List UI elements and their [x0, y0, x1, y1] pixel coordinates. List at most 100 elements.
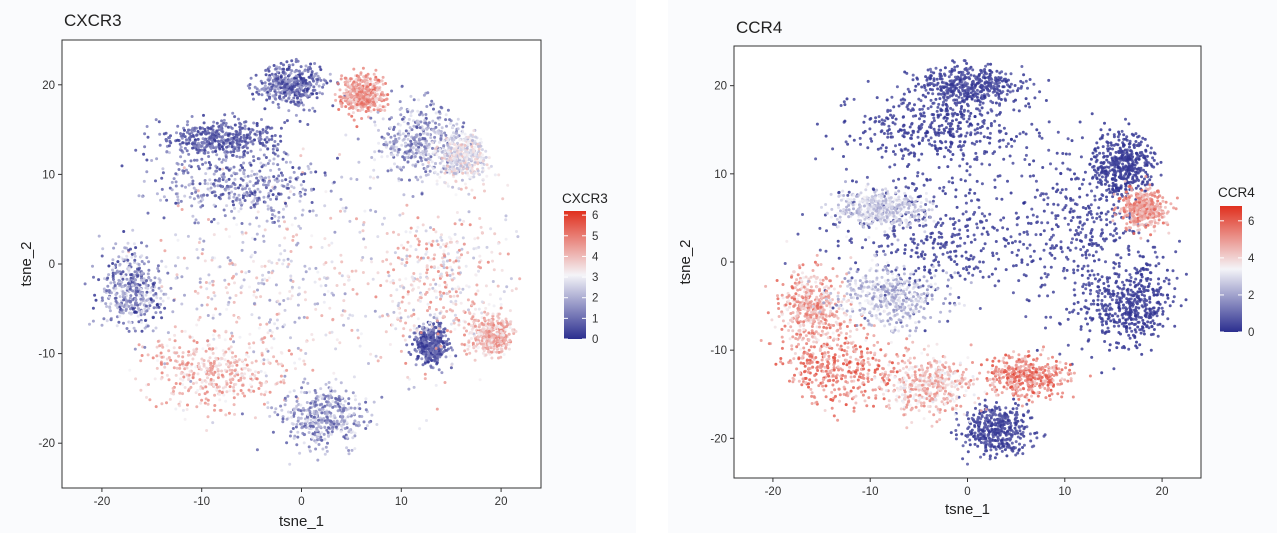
data-point — [300, 101, 304, 105]
data-point — [289, 100, 293, 104]
data-point — [474, 157, 477, 161]
data-point — [279, 61, 283, 65]
data-point — [232, 403, 236, 407]
data-point — [207, 161, 211, 164]
data-point — [191, 146, 195, 150]
data-point — [268, 414, 272, 418]
data-point — [295, 92, 299, 95]
data-point — [145, 279, 149, 282]
data-point — [339, 253, 343, 257]
data-point — [145, 304, 148, 308]
data-point — [282, 95, 286, 99]
data-point — [364, 408, 368, 412]
data-point — [418, 348, 422, 351]
data-point — [385, 154, 389, 158]
data-point — [245, 363, 249, 367]
data-point — [259, 392, 263, 396]
data-point — [376, 359, 380, 363]
data-point — [489, 227, 493, 231]
data-point — [432, 358, 436, 362]
data-point — [267, 276, 271, 280]
data-point — [240, 358, 244, 362]
data-point — [206, 339, 210, 343]
data-point — [178, 142, 182, 146]
data-point — [243, 199, 247, 202]
data-point — [459, 164, 463, 168]
data-point — [461, 287, 465, 291]
data-point — [282, 378, 286, 382]
data-point — [257, 89, 261, 93]
data-point — [207, 218, 210, 221]
data-point — [340, 175, 344, 179]
data-point — [231, 153, 234, 157]
data-point — [206, 296, 210, 299]
data-point — [473, 163, 476, 167]
data-point — [291, 63, 295, 67]
data-point — [274, 197, 278, 201]
data-point — [437, 140, 441, 144]
data-point — [252, 293, 256, 297]
data-point — [302, 315, 306, 319]
data-point — [288, 462, 292, 466]
data-point — [303, 362, 307, 366]
data-point — [142, 262, 146, 266]
data-point — [255, 172, 259, 176]
data-point — [446, 164, 450, 168]
data-point — [260, 281, 264, 285]
data-point — [230, 261, 234, 265]
data-point — [208, 166, 212, 170]
data-point — [205, 429, 209, 432]
data-point — [472, 247, 476, 251]
data-point — [473, 153, 477, 157]
data-point — [263, 336, 267, 340]
data-point — [344, 105, 348, 109]
data-point — [243, 127, 247, 131]
data-point — [111, 262, 115, 265]
data-point — [305, 316, 309, 320]
data-point — [229, 150, 233, 154]
data-point — [324, 421, 328, 425]
data-point — [278, 291, 282, 295]
data-point — [107, 264, 111, 268]
data-point — [241, 139, 245, 143]
data-point — [178, 400, 182, 404]
data-point — [415, 339, 419, 343]
data-point — [301, 380, 305, 384]
data-point — [194, 190, 198, 194]
data-point — [185, 168, 188, 172]
data-point — [97, 278, 101, 282]
data-point — [357, 160, 361, 164]
data-point — [447, 235, 451, 239]
data-point — [231, 111, 235, 115]
data-point — [248, 194, 252, 197]
data-point — [331, 317, 335, 321]
data-point — [246, 141, 250, 145]
data-point — [219, 408, 223, 412]
data-point — [353, 394, 357, 398]
data-point — [416, 160, 420, 164]
data-point — [224, 385, 228, 389]
data-point — [433, 312, 437, 316]
data-point — [308, 422, 312, 425]
data-point — [218, 393, 222, 396]
data-point — [309, 418, 313, 422]
data-point — [294, 74, 298, 78]
data-point — [360, 117, 364, 120]
data-point — [437, 322, 441, 325]
data-point — [476, 145, 480, 148]
data-point — [232, 389, 236, 393]
data-point — [339, 197, 343, 201]
data-point — [434, 121, 437, 125]
data-point — [122, 291, 126, 295]
data-point — [196, 291, 200, 295]
data-point — [265, 278, 269, 282]
data-point — [94, 298, 98, 302]
data-point — [424, 141, 428, 145]
data-point — [374, 68, 378, 72]
data-point — [472, 172, 476, 176]
data-point — [292, 389, 296, 393]
data-point — [442, 345, 446, 349]
data-point — [366, 107, 370, 110]
data-point — [462, 121, 466, 125]
data-point — [276, 154, 280, 158]
